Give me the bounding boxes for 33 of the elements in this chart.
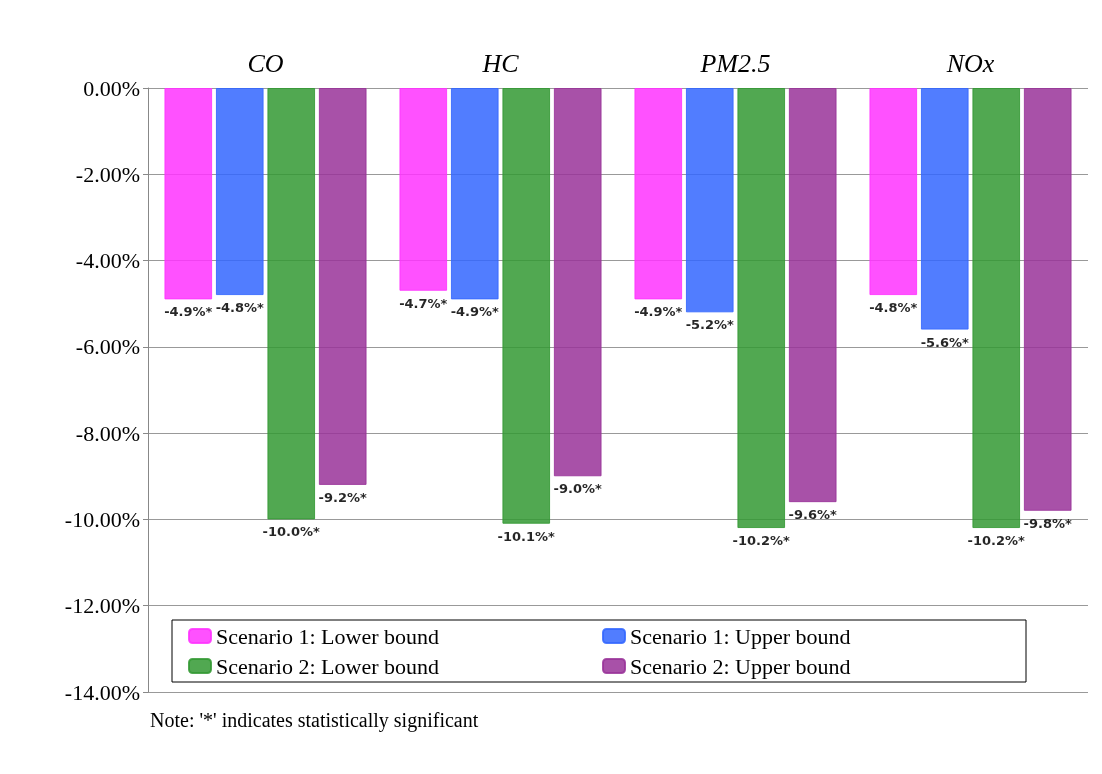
data-label: -4.9%* [164,304,213,320]
x-tick-label: HC [481,48,520,78]
legend-label: Scenario 2: Lower bound [216,653,439,679]
y-tick-label: -6.00% [75,334,140,360]
data-label: -10.2%* [732,533,791,549]
data-label: -10.0%* [262,524,321,540]
data-label: -10.1%* [497,528,556,544]
x-tick-label: NOx [945,48,995,78]
legend-label: Scenario 2: Upper bound [630,653,851,679]
data-label: -4.7%* [399,295,448,311]
data-label: -4.8%* [215,300,265,316]
data-label: -4.8%* [869,300,918,316]
y-tick-label: -14.00% [64,679,140,705]
y-tick-label: -4.00% [75,248,140,274]
data-label: -9.6%* [788,507,838,523]
y-tick-label: -10.00% [64,506,140,532]
data-label: -9.0%* [553,481,603,497]
data-label: -5.6%* [920,334,970,350]
x-tick-label: PM2.5 [699,48,771,78]
y-tick-label: -8.00% [75,420,140,446]
y-tick-label: -2.00% [75,161,140,187]
data-label: -10.2%* [967,533,1026,549]
legend-label: Scenario 1: Lower bound [216,623,439,649]
data-label: -4.9%* [450,304,500,320]
data-label: -9.8%* [1023,515,1073,531]
y-tick-label: 0.00% [83,75,140,101]
text: Note: '*' indicates statistically significant [150,709,479,732]
y-tick-label: -12.00% [64,593,140,619]
data-label: -4.9%* [634,304,683,320]
data-label: -9.2%* [318,489,368,505]
x-tick-label: CO [247,48,284,78]
legend-label: Scenario 1: Upper bound [630,623,851,649]
data-label: -5.2%* [685,317,735,333]
